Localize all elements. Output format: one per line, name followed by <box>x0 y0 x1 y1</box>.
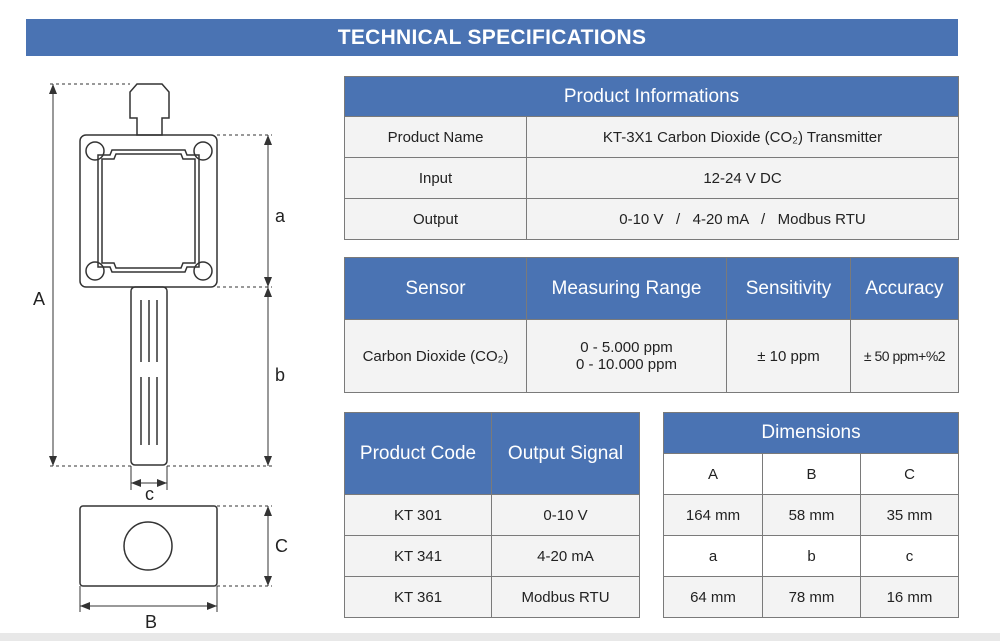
output-signal: 0-10 V <box>491 494 640 536</box>
table-row: 64 mm 78 mm 16 mm <box>663 576 959 618</box>
row-value: 0-10 V / 4-20 mA / Modbus RTU <box>526 198 959 240</box>
page-title: TECHNICAL SPECIFICATIONS <box>26 19 958 56</box>
dim-label-c: c <box>145 484 154 504</box>
sensor-col-header: Sensor <box>344 257 527 320</box>
dim-label-A: A <box>33 289 45 309</box>
range-col-header: Measuring Range <box>526 257 727 320</box>
row-label: Product Name <box>344 116 527 158</box>
table-row: Product Name KT-3X1 Carbon Dioxide (CO₂)… <box>344 116 959 158</box>
table-row: Input 12-24 V DC <box>344 157 959 199</box>
product-info-header: Product Informations <box>344 76 959 117</box>
output-signal-header: Output Signal <box>491 412 640 495</box>
product-code-header: Product Code <box>344 412 492 495</box>
screw-hole-br <box>193 261 213 281</box>
connector-nub <box>129 83 170 136</box>
dimensions-table: Dimensions A B C 164 mm 58 mm 35 mm a b … <box>663 412 959 618</box>
product-code: KT 361 <box>344 576 492 618</box>
row-value: 12-24 V DC <box>526 157 959 199</box>
dim-cell: 16 mm <box>860 576 959 618</box>
dim-cell: 58 mm <box>762 494 861 536</box>
table-row: KT 301 0-10 V <box>344 494 640 536</box>
table-row: Carbon Dioxide (CO₂) 0 - 5.000 ppm 0 - 1… <box>344 319 959 393</box>
range-value-2: 0 - 10.000 ppm <box>576 356 677 373</box>
probe-outline <box>130 286 168 466</box>
dim-label-B: B <box>145 612 157 632</box>
product-info-table: Product Informations Product Name KT-3X1… <box>344 76 959 240</box>
product-code: KT 301 <box>344 494 492 536</box>
bottom-strip <box>0 633 1000 641</box>
bottom-view-hole <box>123 521 173 571</box>
product-code-table: Product Code Output Signal KT 301 0-10 V… <box>344 412 640 618</box>
table-row: KT 341 4-20 mA <box>344 535 640 577</box>
sensitivity-col-header: Sensitivity <box>726 257 851 320</box>
measuring-range: 0 - 5.000 ppm 0 - 10.000 ppm <box>526 319 727 393</box>
housing-inner <box>97 149 200 273</box>
dim-cell: b <box>762 535 861 577</box>
dim-label-b: b <box>275 365 285 385</box>
table-row: 164 mm 58 mm 35 mm <box>663 494 959 536</box>
dim-col-b: B <box>762 453 861 495</box>
table-row: KT 361 Modbus RTU <box>344 576 640 618</box>
row-value: KT-3X1 Carbon Dioxide (CO₂) Transmitter <box>526 116 959 158</box>
screw-hole-bl <box>85 261 105 281</box>
row-label: Output <box>344 198 527 240</box>
accuracy-col-header: Accuracy <box>850 257 959 320</box>
dim-cell: a <box>663 535 763 577</box>
table-row: a b c <box>663 535 959 577</box>
table-row: A B C <box>663 453 959 495</box>
dim-cell: 35 mm <box>860 494 959 536</box>
output-signal: 4-20 mA <box>491 535 640 577</box>
dimension-drawing: A a b c C B <box>33 83 288 632</box>
sensor-name: Carbon Dioxide (CO₂) <box>344 319 527 393</box>
range-value-1: 0 - 5.000 ppm <box>580 339 673 356</box>
dim-cell: 78 mm <box>762 576 861 618</box>
dimensions-header: Dimensions <box>663 412 959 454</box>
output-signal: Modbus RTU <box>491 576 640 618</box>
dim-col-c: C <box>860 453 959 495</box>
sensitivity-value: ± 10 ppm <box>726 319 851 393</box>
product-code: KT 341 <box>344 535 492 577</box>
row-label: Input <box>344 157 527 199</box>
table-row: Output 0-10 V / 4-20 mA / Modbus RTU <box>344 198 959 240</box>
accuracy-value: ± 50 ppm+%2 <box>850 319 959 393</box>
dim-col-a: A <box>663 453 763 495</box>
dim-cell: 64 mm <box>663 576 763 618</box>
dim-cell: c <box>860 535 959 577</box>
dim-label-C: C <box>275 536 288 556</box>
bottom-view-outline <box>79 505 218 587</box>
dim-label-a: a <box>275 206 286 226</box>
screw-hole-tl <box>85 141 105 161</box>
dim-cell: 164 mm <box>663 494 763 536</box>
screw-hole-tr <box>193 141 213 161</box>
sensor-table: Sensor Measuring Range Sensitivity Accur… <box>344 257 959 393</box>
